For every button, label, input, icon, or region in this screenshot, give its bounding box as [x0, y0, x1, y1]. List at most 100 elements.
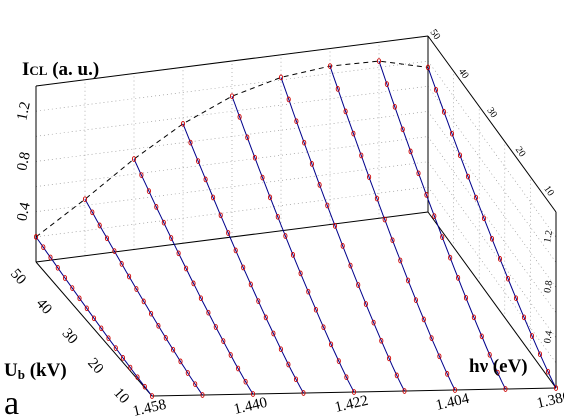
data-point [376, 58, 382, 64]
y-tick-label: 40 [33, 296, 55, 318]
data-point [245, 134, 250, 141]
series-line [329, 65, 456, 391]
top-y-tick-label: 50 [428, 27, 443, 42]
data-point [228, 352, 233, 358]
data-point [382, 216, 387, 223]
data-point [250, 391, 256, 397]
data-point [473, 194, 479, 201]
data-point [169, 235, 174, 241]
data-point [278, 346, 283, 353]
data-point [188, 139, 193, 146]
data-point [348, 262, 353, 269]
data-point [317, 182, 322, 188]
data-point [371, 319, 376, 326]
grid-line [427, 60, 557, 238]
y-tick-label: 10 [110, 385, 132, 407]
series-line [280, 77, 405, 392]
data-point [290, 252, 296, 258]
data-point [278, 74, 284, 81]
data-point [146, 188, 151, 194]
top-y-tick-label: 10 [541, 184, 556, 199]
grid-line [427, 86, 557, 263]
data-point [260, 174, 265, 181]
data-point [298, 270, 303, 277]
data-point [243, 378, 248, 385]
data-point [413, 297, 418, 303]
data-point [41, 244, 46, 251]
right-z-tick-label: 0.4 [542, 330, 555, 344]
envelope-line [35, 60, 429, 238]
x-tick-label: 1.404 [434, 391, 471, 414]
data-point [332, 223, 338, 229]
data-point [329, 341, 334, 348]
data-point [363, 301, 368, 307]
data-point [448, 254, 453, 261]
data-point [343, 108, 348, 115]
data-point [268, 194, 273, 201]
data-point [421, 316, 426, 323]
top-y-tick-label: 40 [456, 67, 471, 82]
x-tick-label: 1.422 [333, 393, 369, 416]
data-point [211, 194, 216, 201]
data-point [432, 213, 437, 219]
data-point [142, 383, 147, 390]
series-line [427, 67, 557, 389]
data-point [196, 158, 201, 164]
data-point [84, 305, 89, 312]
data-point [106, 335, 111, 342]
data-point [452, 387, 458, 393]
data-point [471, 314, 476, 321]
data-point [293, 376, 299, 383]
data-point [495, 369, 500, 376]
data-point [367, 174, 372, 180]
data-point [131, 156, 137, 162]
top-y-tick-labels: 50 40 30 20 10 [428, 27, 557, 198]
data-point [402, 388, 407, 394]
right-z-tick-label: 1.2 [542, 229, 555, 243]
grid-line [427, 186, 557, 364]
data-point [77, 295, 82, 302]
data-point [178, 358, 183, 365]
grid-line [427, 136, 557, 313]
series-line [182, 123, 304, 394]
data-point [286, 96, 291, 103]
series-line [378, 60, 506, 390]
grid [35, 35, 557, 364]
data-point [127, 273, 132, 280]
x-tick-label: 1.458 [131, 397, 167, 420]
right-z-tick-labels: 0.4 0.8 1.2 [542, 229, 555, 344]
data-point [119, 261, 124, 267]
data-point [387, 355, 392, 362]
x-tick-label: 1.440 [232, 395, 268, 418]
grid-line [427, 161, 557, 338]
right-z-tick-label: 0.8 [542, 280, 555, 294]
y-tick-label: 50 [7, 266, 29, 288]
panel-label: a [4, 385, 19, 420]
data-point [306, 288, 311, 295]
series-group [33, 58, 559, 399]
z-tick-label: 0.4 [14, 200, 34, 222]
data-point [237, 114, 242, 120]
data-point [193, 381, 198, 388]
data-point [433, 86, 439, 93]
top-y-tick-label: 30 [484, 106, 499, 121]
data-point [424, 192, 429, 198]
data-point [351, 130, 356, 137]
data-point [384, 81, 389, 87]
data-point [203, 176, 208, 183]
data-point [497, 256, 503, 262]
data-point [505, 275, 511, 282]
data-point [351, 389, 357, 395]
x-tick-labels: 1.458 1.440 1.422 1.404 1.386 [131, 389, 564, 420]
y-tick-label: 30 [59, 326, 81, 348]
data-point [336, 358, 341, 364]
data-point [441, 109, 447, 115]
data-point [479, 333, 484, 340]
data-point [489, 235, 495, 242]
data-point [198, 295, 203, 302]
data-point [134, 286, 139, 292]
data-point [226, 230, 231, 236]
data-point [180, 120, 186, 127]
data-point [416, 170, 421, 177]
